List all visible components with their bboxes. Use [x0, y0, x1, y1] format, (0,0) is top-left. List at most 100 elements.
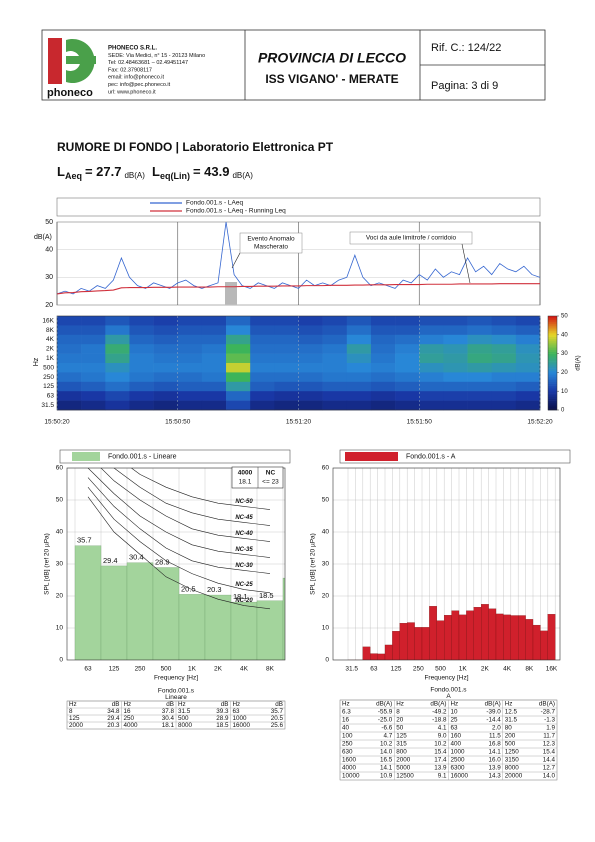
- table-cell: 12.7: [543, 765, 556, 772]
- bar: [282, 577, 285, 660]
- nc-curve: [113, 468, 271, 526]
- spectrogram-cell: [467, 334, 492, 345]
- colorbar-step: [548, 332, 557, 336]
- colorbar-label: 0: [561, 408, 565, 414]
- table-cell: 14.0: [380, 749, 393, 756]
- bar: [414, 627, 423, 660]
- level-value: = 27.7: [85, 164, 122, 179]
- table-cell: 37.8: [162, 708, 175, 715]
- spectrogram-cell: [250, 400, 275, 411]
- bar: [503, 614, 511, 660]
- level: Leq(Lin) = 43.9 dB(A): [152, 164, 253, 181]
- x-tick-label: 500: [161, 666, 172, 673]
- table-header: Hz: [178, 701, 186, 708]
- spectrogram-cell: [467, 391, 492, 401]
- x-tick-label: 15:51:50: [407, 419, 433, 426]
- table-header: dB(A): [430, 701, 446, 708]
- spectrogram-cell: [370, 363, 396, 373]
- spectrogram-cell: [322, 325, 348, 336]
- table-cell: 14.3: [488, 773, 501, 780]
- table-cell: -55.9: [378, 709, 393, 716]
- colorbar-step: [548, 353, 557, 356]
- colorbar-step: [548, 316, 557, 319]
- spectrogram-cell: [105, 334, 130, 345]
- spectrogram-cell: [81, 344, 106, 354]
- spectrogram-cell: [467, 325, 492, 336]
- spectrogram-cell: [395, 353, 420, 364]
- spectrogram-cell: [322, 372, 348, 383]
- table-cell: 250: [124, 715, 135, 722]
- table-cell: 31.5: [178, 708, 191, 715]
- colorbar-step: [548, 378, 557, 381]
- table-cell: 31.5: [505, 717, 518, 724]
- bar: [377, 653, 386, 660]
- spectrogram-cell: [129, 334, 154, 345]
- spectrogram-cell: [467, 363, 492, 373]
- spectrogram-cell: [298, 391, 323, 401]
- annotation-arrow: [461, 243, 471, 284]
- spectrogram-cell: [153, 325, 179, 336]
- legend-label: Fondo.001.s - A: [406, 453, 456, 460]
- spectrogram-cell: [322, 381, 348, 392]
- level-value: = 43.9: [193, 164, 230, 179]
- spectrogram-cell: [491, 381, 517, 392]
- spectrogram-cell: [250, 381, 275, 392]
- spectrogram-cell: [226, 334, 251, 345]
- colorbar-step: [548, 381, 557, 384]
- table-header: Hz: [124, 701, 132, 708]
- table-cell: 10000: [342, 773, 360, 780]
- spectrogram-cell: [129, 372, 154, 383]
- colorbar-title: dB(A): [576, 355, 582, 370]
- spectrogram-cell: [274, 372, 299, 383]
- table-cell: 16: [342, 717, 350, 724]
- table-cell: 3150: [505, 757, 520, 764]
- spectrogram-cell: [201, 353, 227, 364]
- spectrogram-cell: [346, 400, 372, 411]
- y-axis-label: SPL [dB] (ref 20 µPa): [310, 533, 317, 595]
- spectrogram-cell: [443, 372, 468, 383]
- bar: [230, 601, 258, 660]
- spectrogram-cell: [419, 363, 444, 373]
- doc-subtitle: ISS VIGANO' - MERATE: [265, 72, 398, 86]
- company-address: Fax: 02.37908117: [108, 67, 152, 73]
- spectrogram-cell: [226, 391, 251, 401]
- table-cell: 18.1: [162, 722, 175, 729]
- table-cell: 315: [396, 741, 407, 748]
- colorbar-step: [548, 340, 557, 343]
- spectrogram-cell: [298, 400, 323, 411]
- value-label: 20.3: [207, 585, 222, 594]
- x-tick-label: 2K: [214, 666, 223, 673]
- spectrogram-cell: [467, 400, 492, 411]
- spectrogram-cell: [81, 372, 106, 383]
- spectrogram-cell: [250, 372, 275, 383]
- table-cell: 20000: [505, 773, 523, 780]
- colorbar-step: [548, 393, 557, 396]
- table-cell: 25: [451, 717, 459, 724]
- colorbar-step: [548, 359, 557, 362]
- bar: [392, 631, 400, 660]
- colorbar-step: [548, 342, 557, 345]
- colorbar-step: [548, 334, 557, 337]
- spectrogram-cell: [346, 325, 372, 336]
- spectrogram-cell: [274, 391, 299, 401]
- spectrogram-cell: [129, 363, 154, 373]
- x-tick-label: 31.5: [345, 666, 358, 673]
- table-cell: 1000: [451, 749, 466, 756]
- bar: [466, 610, 474, 660]
- logo-text: phoneco: [47, 87, 93, 99]
- y-tick-label: 40: [45, 247, 53, 254]
- spectrogram-cell: [105, 325, 130, 336]
- table-cell: 10.9: [380, 773, 393, 780]
- x-tick-label: 63: [370, 666, 378, 673]
- table-cell: 11.7: [543, 733, 555, 740]
- spectrogram-cell: [346, 344, 372, 354]
- spectrogram-cell: [105, 316, 130, 326]
- bar: [100, 565, 128, 660]
- value-label: 28.9: [155, 558, 170, 567]
- colorbar-step: [548, 368, 557, 371]
- legend-box: [56, 197, 541, 217]
- table-cell: 39.3: [216, 708, 229, 715]
- bar: [429, 606, 437, 660]
- logo-arc: [66, 39, 95, 83]
- bar: [540, 630, 548, 660]
